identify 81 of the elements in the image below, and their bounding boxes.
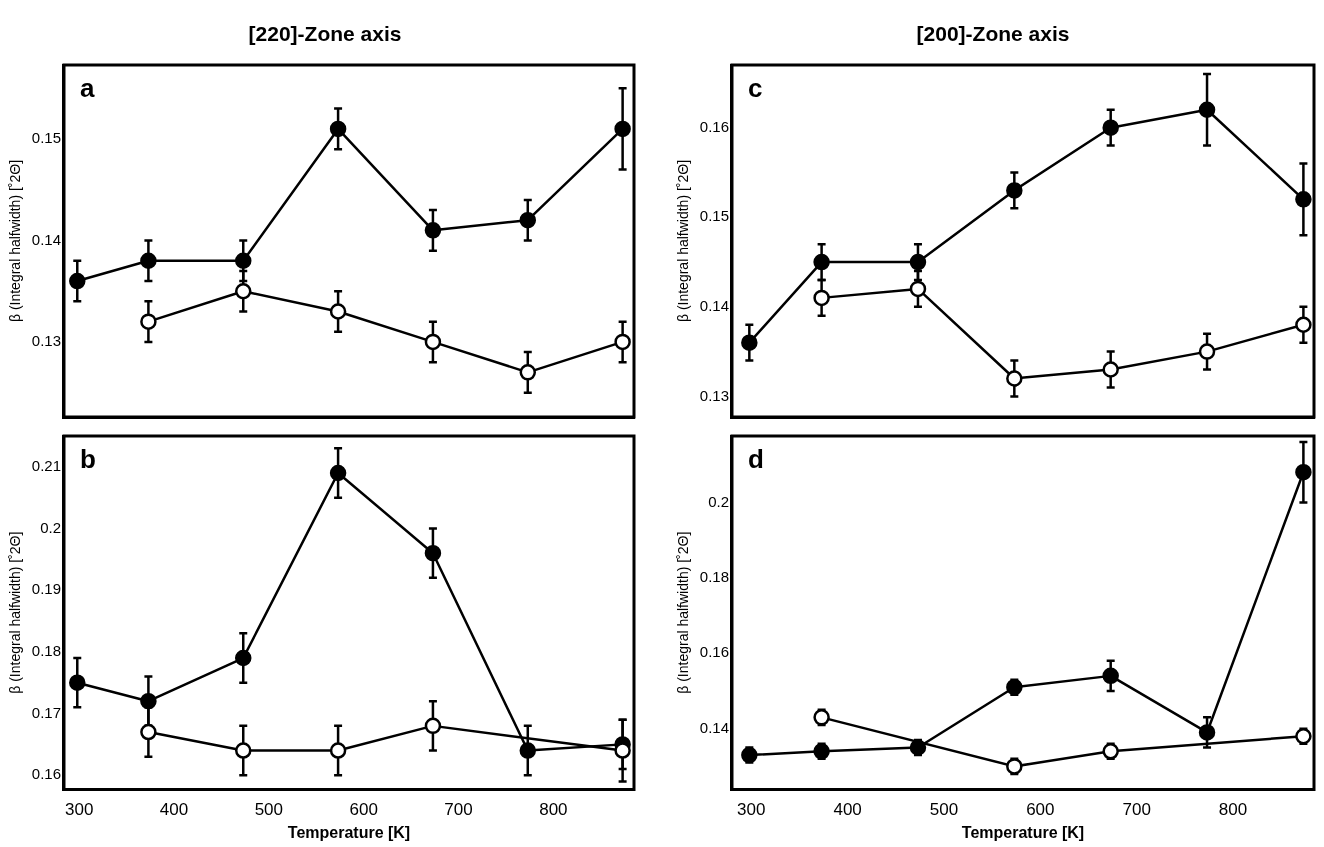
annotation: d xyxy=(747,444,764,475)
x-tick-label: 400 xyxy=(159,800,189,820)
point xyxy=(329,120,347,138)
y-tick-label: 0.21 xyxy=(31,456,61,474)
x-tick-label: 800 xyxy=(539,800,568,820)
x-tick-label: 700 xyxy=(1122,800,1151,820)
point xyxy=(1102,119,1119,136)
y-axis-title: β (Integral halfwidth) [˚2Θ] xyxy=(7,159,24,323)
point xyxy=(813,253,830,271)
point xyxy=(1295,463,1312,481)
point xyxy=(69,272,86,290)
point xyxy=(140,723,157,741)
x-tick-label: 400 xyxy=(833,800,862,820)
point xyxy=(813,289,830,307)
y-tick-label: 0.14 xyxy=(31,230,61,248)
y-tick-label: 0.17 xyxy=(31,703,61,721)
point xyxy=(140,313,157,330)
y-tick-label: 0.16 xyxy=(699,117,729,135)
point xyxy=(1295,191,1312,208)
x-tick-label: 600 xyxy=(349,800,378,820)
y-axis-title: β (Integral halfwidth) [˚2Θ] xyxy=(675,531,692,694)
y-tick-label: 0.18 xyxy=(699,567,729,585)
x-tick-label: 500 xyxy=(929,800,959,820)
point xyxy=(909,280,927,298)
y-tick-label: 0.15 xyxy=(31,129,61,147)
y-tick-label: 0.15 xyxy=(699,207,729,225)
y-tick-label: 0.2 xyxy=(40,518,61,536)
point xyxy=(1006,370,1023,387)
x-tick-label: 600 xyxy=(1026,800,1055,820)
point xyxy=(614,742,631,759)
point xyxy=(235,282,252,300)
y-tick-label: 0.13 xyxy=(699,386,729,404)
point xyxy=(614,120,631,138)
point xyxy=(614,333,631,351)
y-tick-label: 0.18 xyxy=(31,642,61,659)
point xyxy=(69,674,86,691)
point xyxy=(329,742,347,759)
point xyxy=(424,222,442,239)
annotation: c xyxy=(747,73,763,104)
point xyxy=(424,544,442,562)
x-tick-label: 300 xyxy=(64,800,94,820)
y-tick-label: 0.14 xyxy=(699,296,729,314)
chart-title: [200]-Zone axis xyxy=(915,22,1071,46)
point xyxy=(424,717,442,735)
x-axis-title: Temperature [K] xyxy=(961,823,1085,841)
point xyxy=(1006,182,1023,199)
y-axis-title: β (Integral halfwidth) [˚2Θ] xyxy=(7,531,24,694)
chart-title: [220]-Zone axis xyxy=(247,22,403,46)
point xyxy=(235,742,252,759)
point xyxy=(140,692,157,710)
point xyxy=(1198,343,1216,360)
x-tick-label: 700 xyxy=(444,800,473,820)
point xyxy=(519,364,537,381)
point xyxy=(329,464,347,482)
point xyxy=(1295,316,1312,333)
point xyxy=(329,303,347,320)
point xyxy=(424,333,442,351)
x-tick-label: 800 xyxy=(1218,800,1248,820)
point xyxy=(1102,667,1119,685)
point xyxy=(909,253,927,271)
y-tick-label: 0.19 xyxy=(31,580,61,598)
point xyxy=(140,252,157,270)
annotation: b xyxy=(79,444,96,475)
x-tick-label: 500 xyxy=(254,800,284,820)
point xyxy=(1198,101,1216,119)
x-axis-title: Temperature [K] xyxy=(287,823,411,841)
point xyxy=(235,252,252,270)
x-tick-label: 300 xyxy=(737,800,766,820)
point xyxy=(519,742,537,759)
y-tick-label: 0.2 xyxy=(708,492,729,510)
y-tick-label: 0.16 xyxy=(699,643,729,661)
point xyxy=(235,649,252,667)
point xyxy=(1102,361,1119,378)
point xyxy=(741,334,758,351)
y-tick-label: 0.13 xyxy=(31,332,61,350)
y-axis-title: β (Integral halfwidth) [˚2Θ] xyxy=(675,159,692,323)
point xyxy=(519,211,537,229)
annotation: a xyxy=(79,73,95,104)
y-tick-label: 0.14 xyxy=(699,718,729,736)
y-tick-label: 0.16 xyxy=(31,765,61,783)
point xyxy=(1198,724,1216,741)
